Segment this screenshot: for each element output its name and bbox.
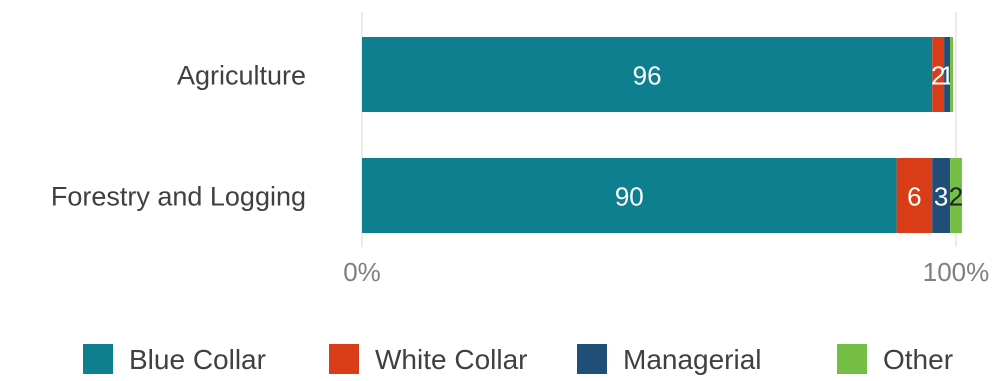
legend-swatch-blue-collar [83,344,113,374]
x-tick-label-1: 100% [923,257,990,287]
x-tick-label-0: 0% [343,257,381,287]
data-label-forestry-and-logging-other: 2 [949,182,963,212]
data-label-forestry-and-logging-white-collar: 6 [907,182,921,212]
bar-segment-agriculture-managerial [944,37,951,112]
bar-segment-forestry-and-logging-blue-collar [362,158,897,233]
bar-segment-forestry-and-logging-other [950,158,962,233]
bar-segment-agriculture-blue-collar [362,37,933,112]
legend-swatch-white-collar [329,344,359,374]
legend: Blue Collar White Collar Managerial Other [83,344,953,375]
bar-segment-forestry-and-logging-white-collar [896,158,933,233]
legend-label-blue-collar: Blue Collar [129,344,266,375]
data-label-agriculture-blue-collar: 96 [633,61,662,91]
data-label-agriculture-white-collar: 2 [931,61,945,91]
category-label-forestry-and-logging: Forestry and Logging [51,182,306,212]
bar-segment-agriculture-white-collar [932,37,945,112]
x-tick-labels: 0% 100% [343,257,989,287]
legend-swatch-other [837,344,867,374]
category-labels: Agriculture Forestry and Logging [51,61,306,212]
data-label-forestry-and-logging-managerial: 3 [934,182,948,212]
legend-label-other: Other [883,344,953,375]
legend-swatch-managerial [577,344,607,374]
category-label-agriculture: Agriculture [177,61,306,91]
legend-label-white-collar: White Collar [375,344,527,375]
data-label-forestry-and-logging-blue-collar: 90 [615,182,644,212]
bar-segment-agriculture-other [950,37,954,112]
legend-label-managerial: Managerial [623,344,762,375]
bar-segment-forestry-and-logging-managerial [932,158,951,233]
